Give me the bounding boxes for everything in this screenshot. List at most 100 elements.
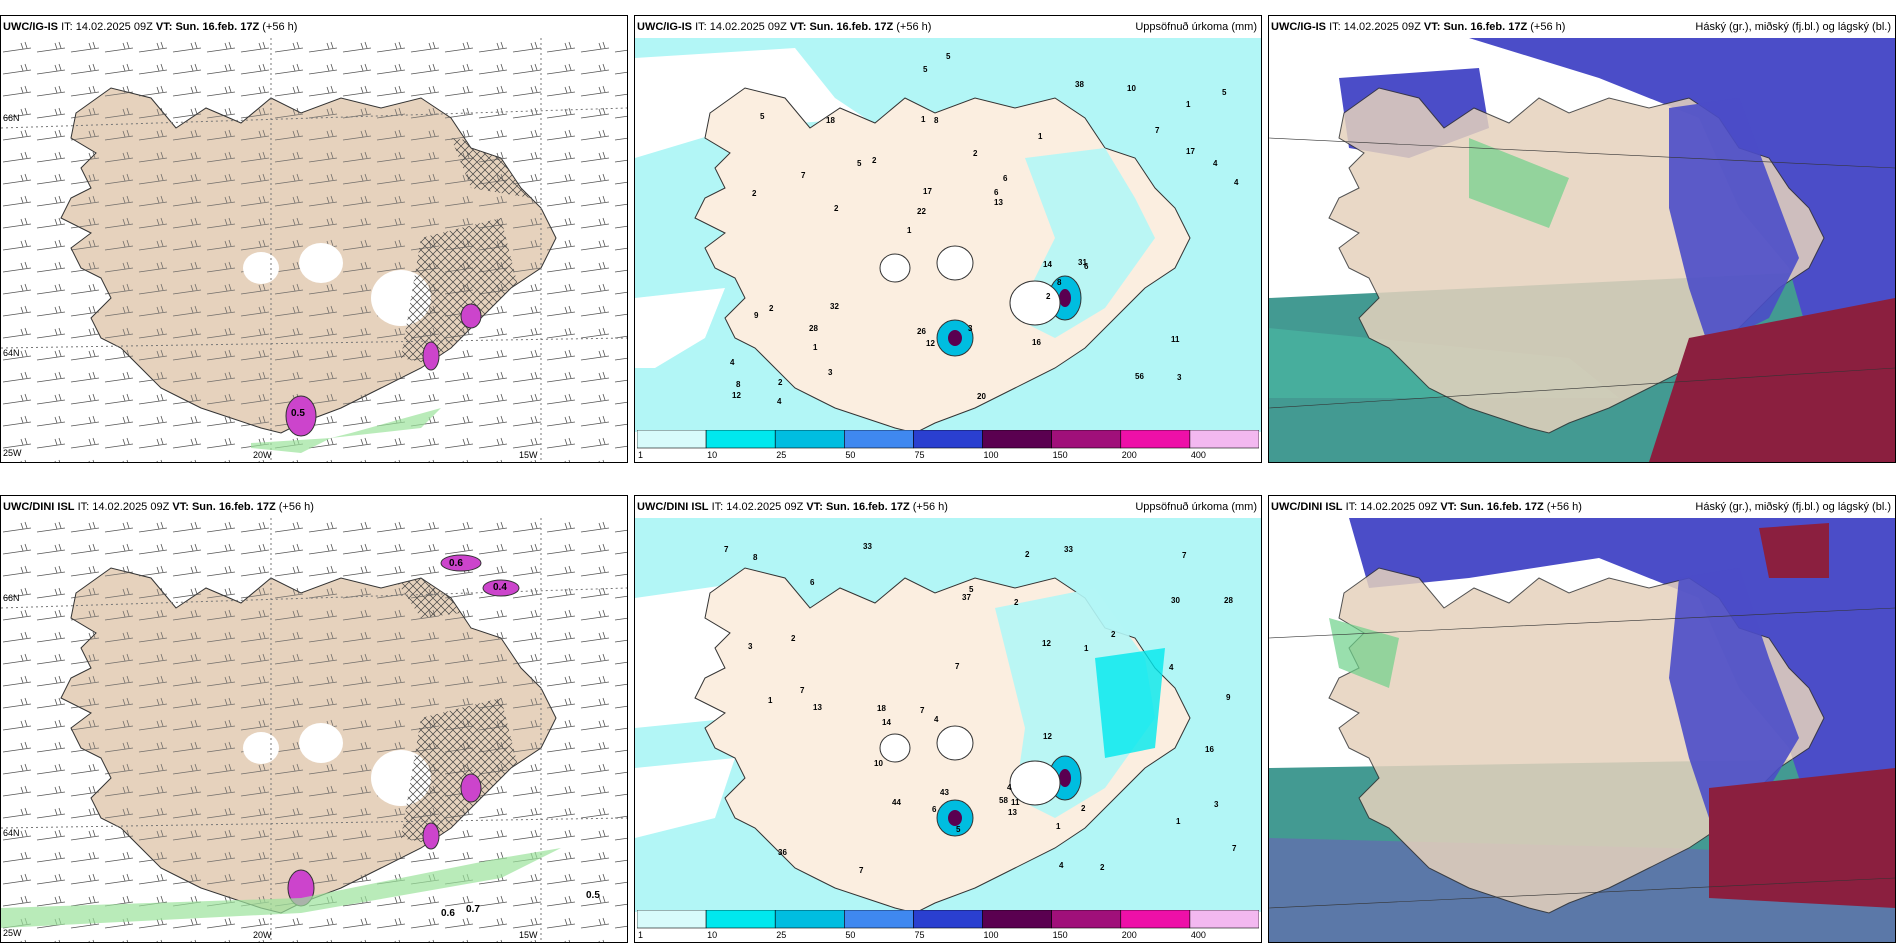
- precip-value: 28: [809, 324, 818, 333]
- glacier: [1009, 280, 1061, 326]
- precip-value: 13: [1008, 808, 1017, 817]
- colorbar-swatch: [637, 910, 707, 929]
- precip-value: 12: [732, 391, 741, 400]
- precip-value: 1: [907, 226, 912, 235]
- wind-map: [1, 518, 627, 942]
- precip-value: 11: [1011, 798, 1020, 807]
- panel-top-clouds: UWC/IG-IS IT: 14.02.2025 09Z VT: Sun. 16…: [1268, 15, 1896, 463]
- valid-time: Sun. 16.feb. 17Z: [1459, 501, 1544, 513]
- vt-label: VT:: [1423, 21, 1441, 33]
- precip-value: 2: [973, 149, 978, 158]
- lead-time: (+56 h): [1546, 501, 1582, 513]
- panel-top-precip: UWC/IG-IS IT: 14.02.2025 09Z VT: Sun. 16…: [634, 15, 1262, 463]
- valid-time: Sun. 16.feb. 17Z: [809, 21, 894, 33]
- precip-value: 2: [1111, 630, 1116, 639]
- colorbar: 1 10 25 50 75 100 150 200 400: [637, 910, 1259, 940]
- precip-value: 33: [863, 542, 872, 551]
- colorbar-tick-label: 400: [1191, 930, 1206, 940]
- run-time: 14.02.2025 09Z: [726, 501, 804, 513]
- precip-value: 2: [1025, 550, 1030, 559]
- precip-value: 14: [882, 718, 891, 727]
- precip-value: 4: [1213, 159, 1218, 168]
- hatched-region: [401, 218, 521, 368]
- precip-value: 4: [730, 358, 735, 367]
- precip-value: 8: [1057, 278, 1062, 287]
- precip-value: 4: [1169, 663, 1174, 672]
- colorbar-swatch: [982, 430, 1052, 449]
- it-label: IT:: [61, 21, 73, 33]
- precip-value: 6: [1084, 262, 1089, 271]
- precip-value-label: 0.4: [493, 582, 507, 593]
- glacier: [299, 243, 343, 283]
- precip-value: 31: [1078, 258, 1087, 267]
- precip-value: 26: [917, 327, 926, 336]
- precip-value: 9: [1226, 693, 1231, 702]
- panel-header: UWC/DINI ISL IT: 14.02.2025 09Z VT: Sun.…: [1269, 496, 1895, 518]
- colorbar-tick-label: 200: [1122, 450, 1137, 460]
- precip-value: 1: [1186, 100, 1191, 109]
- lon-label-20: 20W: [253, 450, 272, 460]
- precip-value-label: 0.6: [441, 908, 455, 919]
- precip-value: 22: [917, 207, 926, 216]
- model-name: UWC/IG-IS: [637, 21, 692, 33]
- precip-value: 4: [1007, 783, 1012, 792]
- map-title: Háský (gr.), miðský (fj.bl.) og lágský (…: [1695, 21, 1891, 33]
- run-time: 14.02.2025 09Z: [1343, 21, 1421, 33]
- panel-header: UWC/IG-IS IT: 14.02.2025 09Z VT: Sun. 16…: [1269, 16, 1895, 38]
- precip-value: 2: [769, 304, 774, 313]
- colorbar-tick-label: 1: [638, 450, 643, 460]
- precip-value: 1: [1176, 817, 1181, 826]
- precip-value-label: 0.5: [586, 890, 600, 901]
- precip-value: 6: [932, 805, 937, 814]
- precip-value-label: 0.7: [466, 904, 480, 915]
- precip-value: 32: [830, 302, 839, 311]
- precip-value: 7: [955, 662, 960, 671]
- colorbar-swatch: [774, 430, 845, 449]
- colorbar-swatch: [705, 910, 776, 929]
- panel-header: UWC/DINI ISL IT: 14.02.2025 09Z VT: Sun.…: [635, 496, 1261, 518]
- precip-value: 3: [1214, 800, 1219, 809]
- precip-value: 2: [778, 378, 783, 387]
- precip-value: 13: [994, 198, 1003, 207]
- precip-value: 4: [1234, 178, 1239, 187]
- lon-label-25: 25W: [3, 448, 22, 458]
- map-area: 3 2 1 1 1 2 1 2 2 2 4 1 8 6 6 5 5 4 14 17 22 26 17 18 38 32 56 11 31…: [635, 38, 1261, 462]
- colorbar-swatch: [982, 910, 1052, 929]
- precip-value: 18: [826, 116, 835, 125]
- precip-value: 33: [1064, 545, 1073, 554]
- colorbar-swatch: [705, 430, 776, 449]
- run-time: 14.02.2025 09Z: [75, 21, 153, 33]
- colorbar-tick-label: 100: [984, 930, 999, 940]
- precip-value: 7: [859, 866, 864, 875]
- lon-label-20: 20W: [253, 930, 272, 940]
- panel-top-wind: UWC/IG-IS IT: 14.02.2025 09Z VT: Sun. 16…: [0, 15, 628, 463]
- it-label: IT:: [1345, 501, 1358, 513]
- precip-value: 8: [753, 553, 758, 562]
- precip-value: 11: [1171, 335, 1180, 344]
- precip-value: 13: [813, 703, 822, 712]
- colorbar-swatch: [1051, 910, 1122, 929]
- precip-value: 7: [801, 171, 806, 180]
- precip-value: 5: [760, 112, 765, 121]
- precip-value-label: 0.6: [449, 558, 463, 569]
- precip-value: 16: [1205, 745, 1214, 754]
- cloud-low: [1469, 138, 1569, 228]
- colorbar-tick-label: 25: [776, 930, 786, 940]
- it-label: IT:: [711, 501, 724, 513]
- precip-value: 17: [1186, 147, 1195, 156]
- valid-time: Sun. 16.feb. 17Z: [191, 501, 276, 513]
- precip-value: 9: [754, 311, 759, 320]
- precip-value: 1: [1038, 132, 1043, 141]
- lat-label-64: 64N: [3, 828, 20, 838]
- precip-value-label: 0.5: [291, 408, 305, 419]
- precip-value: 5: [956, 825, 961, 834]
- lon-label-15: 15W: [519, 450, 538, 460]
- precip-value: 2: [872, 156, 877, 165]
- precip-map: 3211121222418665541417222617183832561131…: [635, 38, 1261, 432]
- colorbar-swatch: [1189, 430, 1259, 449]
- colorbar-tick-label: 25: [776, 450, 786, 460]
- graticule: [1, 107, 627, 349]
- panel-header: UWC/IG-IS IT: 14.02.2025 09Z VT: Sun. 16…: [1, 16, 627, 38]
- precip-values: 3211121222418665541417222617183832561131…: [730, 52, 1239, 406]
- precip-value: 4: [934, 715, 939, 724]
